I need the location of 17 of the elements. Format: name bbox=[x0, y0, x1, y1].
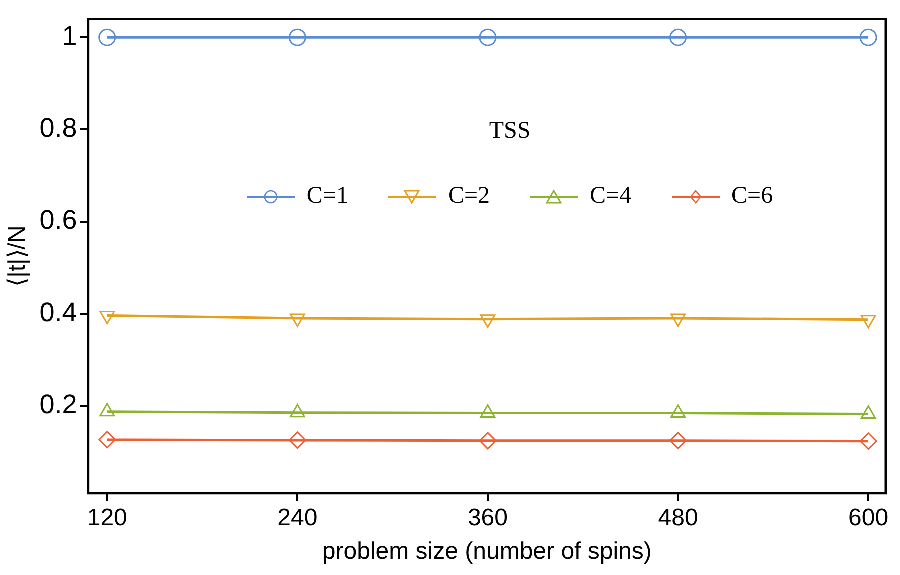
legend-title: TSS bbox=[488, 118, 532, 145]
y-tick-label: 0.8 bbox=[40, 113, 78, 144]
legend-label: C=2 bbox=[448, 183, 490, 210]
x-tick-label: 360 bbox=[468, 504, 508, 532]
y-tick-label: 1 bbox=[62, 21, 78, 52]
x-tick-label: 120 bbox=[87, 504, 128, 532]
x-tick-label: 600 bbox=[848, 504, 889, 532]
y-tick-label: 0.6 bbox=[40, 205, 78, 236]
x-tick-label: 240 bbox=[278, 504, 318, 532]
y-tick-label: 0.2 bbox=[40, 389, 78, 420]
legend-label: C=4 bbox=[590, 183, 632, 210]
y-tick-label: 0.4 bbox=[40, 297, 78, 328]
legend-label: C=6 bbox=[732, 183, 774, 210]
legend-label: C=1 bbox=[306, 183, 348, 210]
y-axis-title: ⟨|t|⟩/N bbox=[4, 226, 32, 287]
x-axis-title: problem size (number of spins) bbox=[322, 538, 652, 566]
x-tick-label: 480 bbox=[658, 504, 698, 532]
